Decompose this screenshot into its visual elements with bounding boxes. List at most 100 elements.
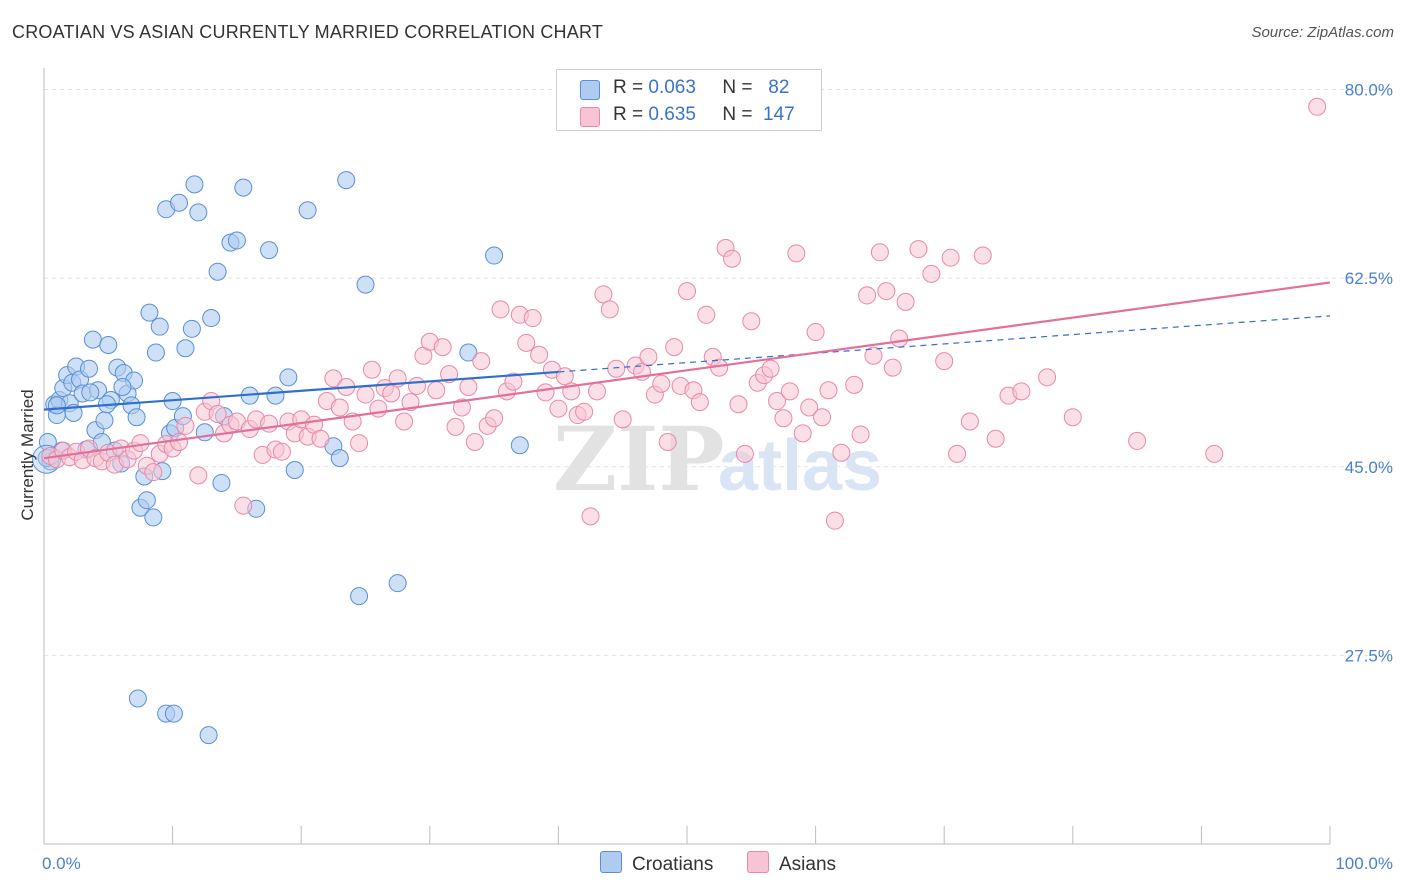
asian-point — [1205, 444, 1224, 463]
grid-layer — [44, 89, 1390, 656]
asian-point — [382, 384, 401, 403]
asian-point — [793, 424, 812, 443]
asian-point — [208, 404, 227, 423]
chart-title: CROATIAN VS ASIAN CURRENTLY MARRIED CORR… — [12, 22, 604, 42]
asian-point — [536, 383, 555, 402]
asian-point — [465, 432, 484, 451]
bottom-legend-asians[interactable]: Asians — [747, 851, 836, 876]
croatian-point — [337, 171, 356, 190]
asian-point — [401, 393, 420, 412]
bottom-legend-label-asians: Asians — [779, 854, 837, 875]
asian-point — [311, 429, 330, 448]
y-tick-label: 62.5% — [1345, 269, 1393, 288]
croatian-point — [189, 203, 208, 222]
croatian-point — [83, 330, 102, 349]
asian-point — [941, 248, 960, 267]
croatian-point — [279, 368, 298, 387]
croatian-point — [234, 178, 253, 197]
asian-point — [690, 393, 709, 412]
asian-point — [858, 286, 877, 305]
asian-point — [851, 425, 870, 444]
croatian-point — [459, 343, 478, 362]
asian-point — [594, 285, 613, 304]
legend-swatch-croatians — [580, 80, 600, 100]
asian-point — [330, 398, 349, 417]
y-axis-label: Currently Married — [18, 389, 37, 520]
asian-point — [324, 369, 343, 388]
croatian-point — [388, 574, 407, 593]
asian-point — [800, 398, 819, 417]
legend-r-value: 0.635 — [648, 104, 696, 125]
asian-point — [272, 442, 291, 461]
asian-point — [1308, 97, 1327, 116]
croatian-point — [127, 408, 146, 427]
asian-point — [575, 402, 594, 421]
asian-point — [864, 346, 883, 365]
croatian-point — [182, 319, 201, 338]
asian-point — [909, 240, 928, 259]
asian-point — [774, 409, 793, 428]
legend-n-label: N = — [722, 77, 753, 98]
legend-r-value: 0.063 — [648, 77, 696, 98]
asian-point — [144, 463, 163, 482]
croatian-point — [285, 461, 304, 480]
bottom-legend-croatians[interactable]: Croatians — [600, 851, 713, 876]
croatian-point — [208, 262, 227, 281]
croatian-point — [176, 339, 195, 358]
bottom-legend-swatch-croatians — [600, 851, 622, 873]
croatian-point — [99, 335, 118, 354]
asian-point — [1063, 408, 1082, 427]
asian-point — [427, 381, 446, 400]
asian-point — [472, 352, 491, 371]
asian-point — [491, 300, 510, 319]
legend-r-label: R = — [613, 104, 644, 125]
croatian-point — [80, 359, 99, 378]
asian-point — [973, 246, 992, 265]
croatian-point — [350, 587, 369, 606]
asian-point — [1038, 368, 1057, 387]
asian-point — [607, 359, 626, 378]
croatian-point — [150, 317, 169, 336]
asian-point — [806, 323, 825, 342]
asian-point — [504, 372, 523, 391]
legend-box: R = 0.063 N = 82 R = 0.635 N = 147 — [556, 69, 822, 131]
tick-layer: 27.5% 45.0% 62.5% 80.0% 0.0% 100.0% — [42, 81, 1393, 873]
asian-point — [935, 352, 954, 371]
asian-point — [587, 382, 606, 401]
asian-point — [780, 382, 799, 401]
asian-point — [735, 444, 754, 463]
asian-point — [960, 412, 979, 431]
croatian-point — [227, 231, 246, 250]
asian-point — [523, 309, 542, 328]
asian-point — [260, 414, 279, 433]
asian-point — [678, 282, 696, 301]
asian-point — [170, 432, 189, 451]
bottom-legend-swatch-asians — [747, 851, 769, 873]
asian-point — [549, 399, 568, 418]
croatian-trend-extension — [558, 315, 1331, 373]
asian-point — [723, 249, 742, 268]
asian-point — [742, 312, 761, 331]
asian-point — [452, 398, 471, 417]
asian-point — [176, 416, 195, 435]
asian-trend-line — [43, 281, 1331, 460]
asian-point — [350, 434, 369, 453]
asian-point — [948, 444, 967, 463]
asian-point — [768, 392, 787, 411]
legend-n-value: 82 — [768, 77, 790, 98]
asian-point — [819, 381, 838, 400]
asian-point — [369, 399, 388, 418]
watermark-zip: ZIP — [553, 407, 725, 511]
asian-point — [440, 365, 459, 384]
asian-point — [459, 378, 478, 397]
asian-point — [922, 264, 941, 283]
asian-point — [485, 409, 504, 428]
croatian-point — [81, 383, 100, 402]
asian-point — [1012, 382, 1031, 401]
bottom-legend-label-croatians: Croatians — [632, 854, 714, 875]
asian-point — [555, 367, 574, 386]
asian-point — [530, 345, 549, 364]
croatian-trend-line — [43, 370, 559, 411]
asian-point — [652, 374, 671, 393]
